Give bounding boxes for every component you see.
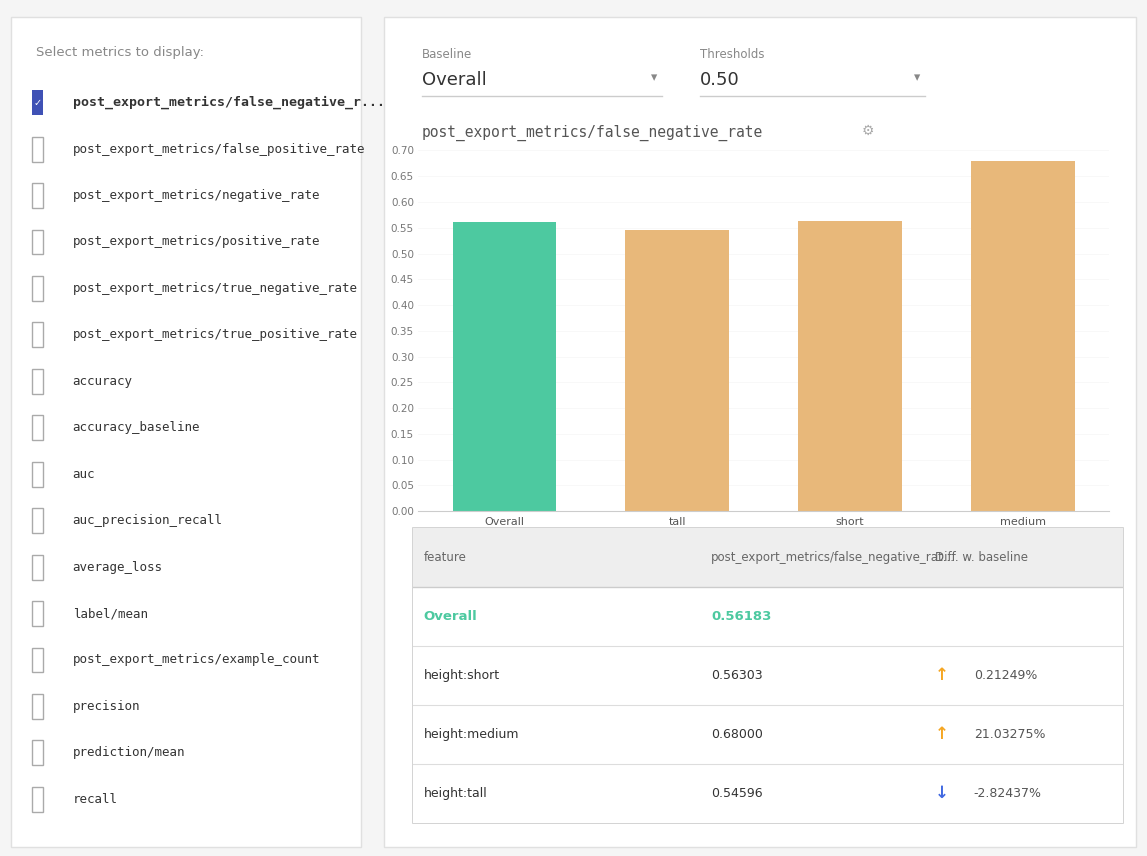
Text: Baseline: Baseline [422,48,473,61]
Text: Diff. w. baseline: Diff. w. baseline [935,550,1028,564]
Text: accuracy_baseline: accuracy_baseline [72,421,201,434]
Bar [798,221,902,511]
Text: prediction/mean: prediction/mean [72,746,185,759]
Bar [32,183,42,208]
Text: recall: recall [72,793,118,805]
Bar [32,229,42,254]
Text: auc_precision_recall: auc_precision_recall [72,514,223,527]
Text: auc: auc [72,467,95,481]
Text: Overall: Overall [423,609,477,622]
Text: ↑: ↑ [935,666,949,684]
Bar [972,161,1075,511]
Text: Overall: Overall [422,71,486,89]
Bar [32,740,42,765]
Bar [32,694,42,719]
Bar [413,764,1123,823]
Bar [32,787,42,811]
Bar [32,601,42,626]
Text: height:tall: height:tall [423,787,487,800]
Bar [32,461,42,487]
Bar [32,508,42,533]
Bar [32,137,42,162]
Bar [413,528,1123,586]
Bar [32,415,42,440]
Text: post_export_metrics/false_negative_rate: post_export_metrics/false_negative_rate [422,125,763,141]
Text: ✓: ✓ [33,98,41,108]
Bar [32,555,42,580]
Text: average_loss: average_loss [72,561,163,574]
Text: 0.68000: 0.68000 [711,728,763,740]
Bar [413,586,1123,645]
Text: 21.03275%: 21.03275% [974,728,1045,740]
Text: post_export_metrics/positive_rate: post_export_metrics/positive_rate [72,235,320,248]
Text: -2.82437%: -2.82437% [974,787,1041,800]
Text: ↓: ↓ [935,784,949,802]
Text: accuracy: accuracy [72,375,133,388]
FancyBboxPatch shape [11,17,361,847]
Text: post_export_metrics/false_negative_rat...: post_export_metrics/false_negative_rat..… [711,550,955,564]
Text: 0.56303: 0.56303 [711,669,763,681]
Text: 0.54596: 0.54596 [711,787,763,800]
Bar [32,276,42,300]
Bar [32,369,42,394]
FancyBboxPatch shape [384,17,1136,847]
Text: height:medium: height:medium [423,728,518,740]
Text: Thresholds: Thresholds [700,48,764,61]
Text: 0.50: 0.50 [700,71,740,89]
Bar [413,645,1123,704]
Text: ↑: ↑ [935,725,949,743]
Text: feature: feature [423,550,467,564]
Bar [32,323,42,348]
Text: Select metrics to display:: Select metrics to display: [36,46,204,59]
Text: post_export_metrics/false_negative_r...: post_export_metrics/false_negative_r... [72,96,384,110]
Text: label/mean: label/mean [72,607,148,620]
Text: ▾: ▾ [914,71,920,84]
Bar [32,90,42,115]
Text: post_export_metrics/example_count: post_export_metrics/example_count [72,653,320,667]
Text: ⚙: ⚙ [861,123,874,138]
Text: 0.21249%: 0.21249% [974,669,1037,681]
Text: 0.56183: 0.56183 [711,609,771,622]
Text: ▾: ▾ [651,71,657,84]
Text: post_export_metrics/negative_rate: post_export_metrics/negative_rate [72,189,320,202]
Text: precision: precision [72,700,140,713]
Bar [453,222,556,511]
Bar [625,230,729,511]
Text: height:short: height:short [423,669,500,681]
Text: post_export_metrics/false_positive_rate: post_export_metrics/false_positive_rate [72,143,365,156]
Bar [32,647,42,673]
Bar [413,704,1123,764]
Text: post_export_metrics/true_positive_rate: post_export_metrics/true_positive_rate [72,329,358,342]
Text: post_export_metrics/true_negative_rate: post_export_metrics/true_negative_rate [72,282,358,295]
